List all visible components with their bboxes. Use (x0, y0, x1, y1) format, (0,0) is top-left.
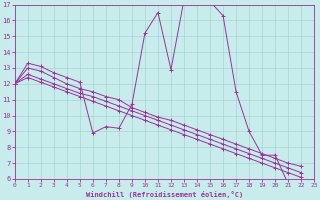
X-axis label: Windchill (Refroidissement éolien,°C): Windchill (Refroidissement éolien,°C) (86, 191, 243, 198)
